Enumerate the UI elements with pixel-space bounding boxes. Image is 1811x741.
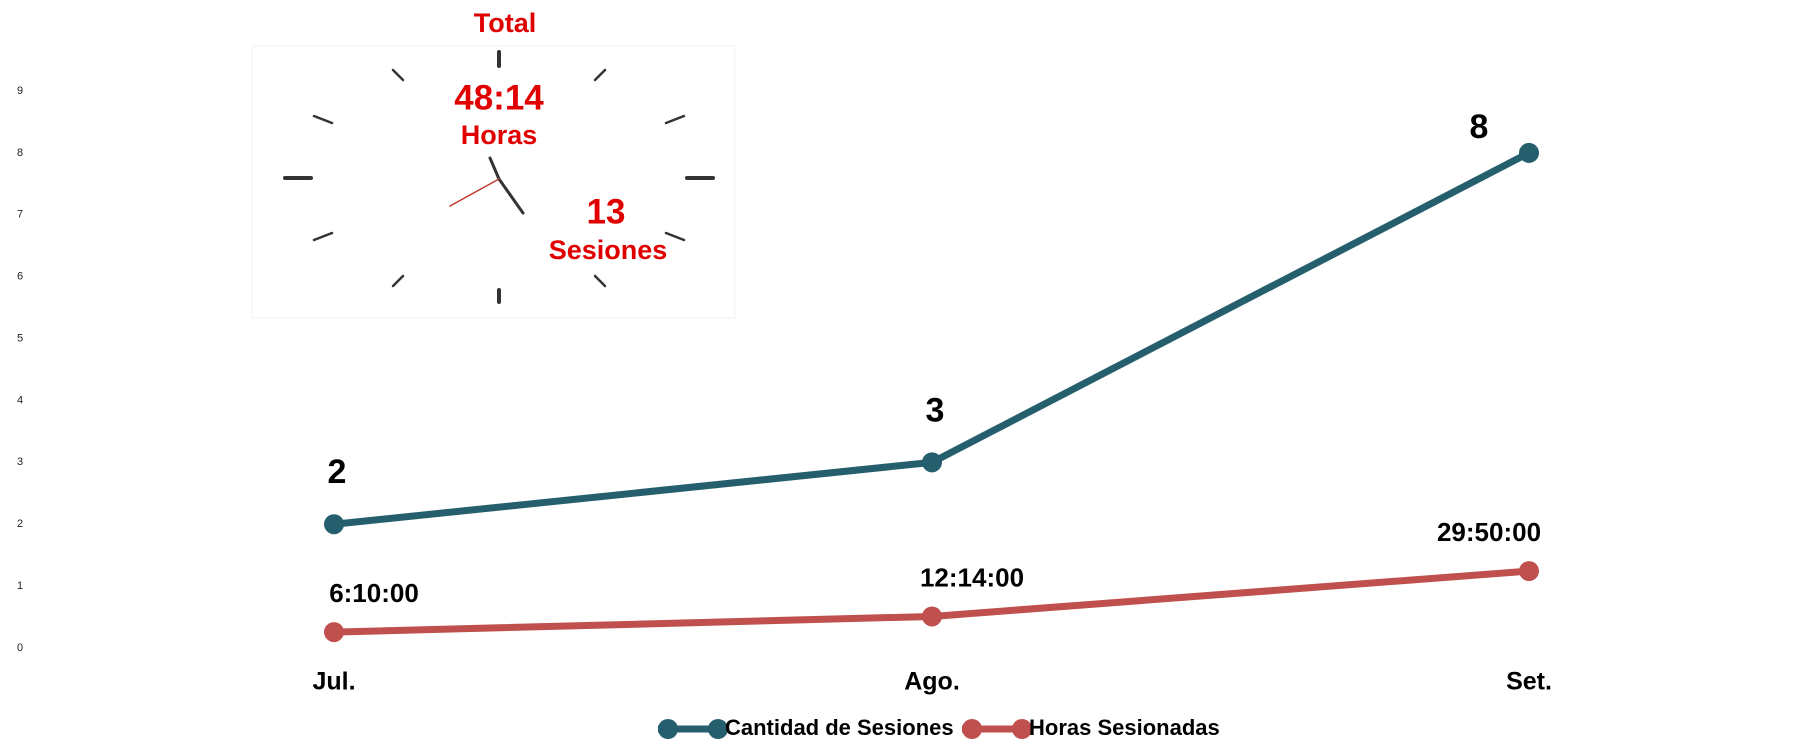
point <box>324 514 344 535</box>
legend-marker <box>962 719 982 739</box>
point <box>1519 561 1539 582</box>
data-label: 29:50:00 <box>1437 517 1541 547</box>
legend-marker <box>708 719 728 739</box>
data-label: 12:14:00 <box>920 562 1024 592</box>
data-label: 2 <box>328 453 347 491</box>
y-tick-label: 1 <box>17 580 23 592</box>
data-label: 6:10:00 <box>329 578 419 608</box>
y-tick-label: 7 <box>17 209 23 221</box>
y-tick-label: 3 <box>17 456 23 468</box>
annotation: Horas <box>461 120 538 150</box>
x-tick-label: Ago. <box>904 668 960 696</box>
x-tick-label: Set. <box>1506 668 1552 696</box>
legend-marker <box>658 719 678 739</box>
point <box>922 452 942 473</box>
y-tick-label: 6 <box>17 271 23 283</box>
clock: Total 48:14 Horas 13 Sesiones <box>251 8 736 319</box>
point <box>922 606 942 627</box>
y-tick-label: 5 <box>17 332 23 344</box>
legend-label: Cantidad de Sesiones <box>725 715 954 740</box>
data-label: 3 <box>926 391 945 429</box>
annotation: Sesiones <box>549 235 668 265</box>
point <box>324 622 344 643</box>
y-tick-label: 8 <box>17 147 23 159</box>
legend-marker <box>1012 719 1032 739</box>
y-tick-label: 0 <box>17 642 23 654</box>
annotation: 13 <box>587 192 626 231</box>
annotation: Total <box>474 8 537 38</box>
x-tick-label: Jul. <box>312 668 355 696</box>
y-tick-label: 4 <box>17 394 23 406</box>
legend-label: Horas Sesionadas <box>1029 715 1220 740</box>
annotation: 48:14 <box>454 78 544 117</box>
y-tick-label: 2 <box>17 518 23 530</box>
y-tick-label: 9 <box>17 85 23 97</box>
data-label: 8 <box>1470 108 1489 146</box>
point <box>1519 142 1539 163</box>
